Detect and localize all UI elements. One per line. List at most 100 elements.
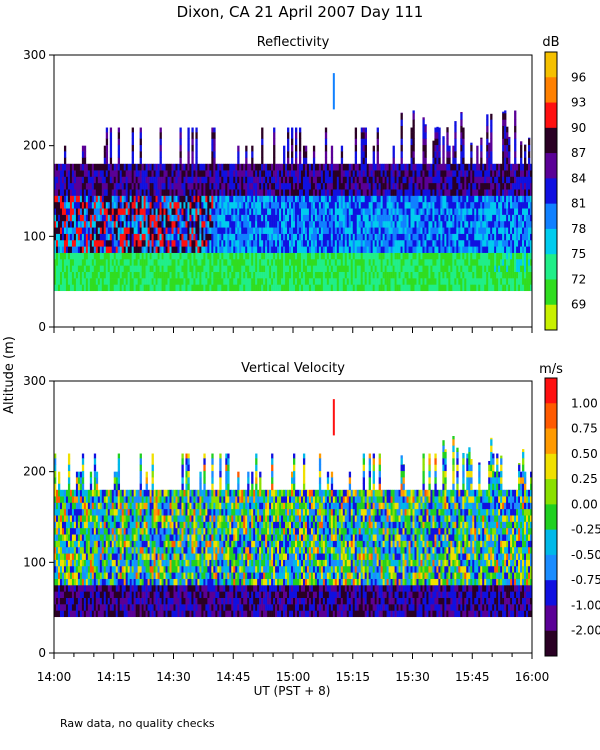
heatmap-cell xyxy=(163,233,166,241)
heatmap-cell xyxy=(139,127,142,133)
heatmap-cell xyxy=(378,265,381,272)
heatmap-cell xyxy=(300,163,304,171)
heatmap-cell xyxy=(87,278,91,285)
heatmap-cell xyxy=(201,259,204,266)
heatmap-cell xyxy=(277,182,280,190)
heatmap-cell xyxy=(157,278,160,285)
heatmap-cell xyxy=(326,220,330,228)
heatmap-cell xyxy=(510,278,513,285)
heatmap-cell xyxy=(494,271,497,279)
heatmap-cell xyxy=(243,176,246,184)
heatmap-cell xyxy=(418,239,421,247)
heatmap-cell xyxy=(354,170,358,177)
heatmap-cell xyxy=(430,176,433,184)
heatmap-cell xyxy=(510,252,513,260)
heatmap-cell xyxy=(109,259,113,266)
heatmap-cell xyxy=(294,127,298,133)
heatmap-cell xyxy=(143,163,146,171)
heatmap-cell xyxy=(304,227,308,234)
heatmap-cell xyxy=(71,220,75,228)
heatmap-cell xyxy=(153,182,156,190)
heatmap-cell xyxy=(412,113,415,120)
heatmap-cell xyxy=(386,201,389,209)
heatmap-cell xyxy=(348,170,352,177)
heatmap-cell xyxy=(265,163,268,171)
heatmap-cell xyxy=(322,195,326,203)
heatmap-cell xyxy=(123,252,126,260)
heatmap-cell xyxy=(155,239,158,247)
heatmap-cell xyxy=(257,195,260,203)
heatmap-cell xyxy=(269,259,272,266)
heatmap-cell xyxy=(300,201,304,209)
heatmap-cell xyxy=(514,163,517,171)
heatmap-cell xyxy=(348,189,352,196)
heatmap-cell xyxy=(376,138,379,146)
heatmap-cell xyxy=(300,227,304,234)
heatmap-cell xyxy=(59,201,63,209)
heatmap-cell xyxy=(247,208,250,215)
heatmap-cell xyxy=(464,201,467,209)
heatmap-cell xyxy=(428,201,431,209)
heatmap-cell xyxy=(364,227,367,234)
heatmap-cell xyxy=(502,239,505,247)
heatmap-cell xyxy=(117,246,121,253)
heatmap-cell xyxy=(466,259,469,266)
heatmap-cell xyxy=(283,151,286,158)
heatmap-cell xyxy=(59,208,63,215)
heatmap-cell xyxy=(169,170,172,177)
heatmap-cell xyxy=(422,151,425,158)
heatmap-cell xyxy=(85,170,89,177)
heatmap-cell xyxy=(360,151,364,158)
heatmap-cell xyxy=(147,214,150,222)
heatmap-cell xyxy=(476,201,479,209)
heatmap-cell xyxy=(350,259,354,266)
heatmap-cell xyxy=(448,239,451,247)
heatmap-cell xyxy=(205,163,208,171)
heatmap-cell xyxy=(454,176,457,184)
heatmap-cell xyxy=(500,220,503,228)
heatmap-cell xyxy=(502,265,505,272)
heatmap-cell xyxy=(189,246,192,253)
heatmap-cell xyxy=(245,259,248,266)
heatmap-cell xyxy=(404,227,407,234)
heatmap-cell xyxy=(139,233,142,241)
heatmap-cell xyxy=(342,214,346,222)
heatmap-cell xyxy=(69,208,73,215)
heatmap-cell xyxy=(378,227,381,234)
heatmap-cell xyxy=(181,246,184,253)
heatmap-cell xyxy=(247,163,250,171)
heatmap-cell xyxy=(91,201,95,209)
heatmap-cell xyxy=(163,246,166,253)
heatmap-cell xyxy=(183,227,186,234)
heatmap-cell xyxy=(488,163,491,171)
heatmap-cell xyxy=(87,246,91,253)
heatmap-cell xyxy=(111,182,115,190)
heatmap-cell xyxy=(432,233,435,241)
heatmap-cell xyxy=(352,195,356,203)
heatmap-cell xyxy=(486,125,489,133)
heatmap-cell xyxy=(149,252,152,260)
heatmap-cell xyxy=(338,195,342,203)
heatmap-cell xyxy=(482,201,485,209)
heatmap-cell xyxy=(261,144,264,152)
heatmap-cell xyxy=(57,195,61,203)
heatmap-cell xyxy=(374,233,377,241)
heatmap-cell xyxy=(149,189,152,196)
heatmap-cell xyxy=(111,201,115,209)
heatmap-cell xyxy=(221,252,224,260)
heatmap-cell xyxy=(400,246,403,253)
heatmap-cell xyxy=(67,208,71,215)
heatmap-cell xyxy=(432,259,435,266)
heatmap-cell xyxy=(508,189,511,196)
heatmap-cell xyxy=(324,151,328,158)
heatmap-cell xyxy=(350,176,354,184)
heatmap-cell xyxy=(167,246,170,253)
heatmap-cell xyxy=(422,119,425,127)
heatmap-cell xyxy=(245,176,248,184)
heatmap-cell xyxy=(247,278,250,285)
heatmap-cell xyxy=(302,170,306,177)
heatmap-cell xyxy=(87,284,91,292)
heatmap-cell xyxy=(340,157,344,165)
heatmap-cell xyxy=(324,214,328,222)
heatmap-cell xyxy=(370,176,373,184)
